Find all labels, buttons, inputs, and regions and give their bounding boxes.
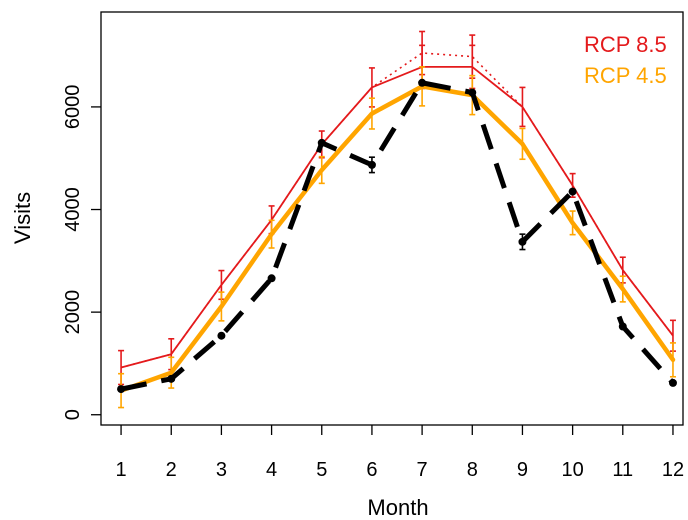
data-point — [518, 237, 527, 246]
y-tick-label: 6000 — [62, 85, 84, 130]
legend: RCP 8.5 RCP 4.5 — [584, 32, 667, 88]
y-tick-label: 0 — [62, 409, 84, 420]
x-tick-label: 10 — [561, 459, 583, 481]
x-tick-label: 2 — [166, 459, 177, 481]
data-point — [217, 331, 226, 340]
data-point — [367, 160, 376, 169]
y-tick-label: 2000 — [62, 290, 84, 335]
series-4 — [117, 78, 677, 394]
x-tick-label: 6 — [366, 459, 377, 481]
legend-entry-rcp45: RCP 4.5 — [584, 63, 667, 88]
data-point — [668, 378, 677, 387]
x-tick-label: 1 — [116, 459, 127, 481]
legend-entry-rcp85: RCP 8.5 — [584, 32, 667, 57]
plot-frame — [100, 11, 684, 426]
data-point — [468, 88, 477, 97]
data-point — [568, 187, 577, 196]
series-line — [120, 80, 675, 392]
x-tick-label: 11 — [612, 459, 633, 481]
x-tick-label: 12 — [662, 459, 684, 481]
x-tick-label: 8 — [467, 459, 478, 481]
y-tick-label: 4000 — [62, 187, 84, 232]
data-point — [317, 138, 326, 147]
x-tick-label: 7 — [417, 459, 428, 481]
x-tick-label: 5 — [316, 459, 327, 481]
data-point — [618, 322, 627, 331]
x-tick-label: 4 — [266, 459, 277, 481]
x-tick-label: 9 — [517, 459, 528, 481]
data-point — [418, 78, 427, 87]
x-axis-label: Month — [367, 495, 428, 520]
series-line — [120, 66, 674, 369]
data-point — [117, 385, 126, 394]
data-point — [267, 274, 276, 283]
data-point — [167, 374, 176, 383]
series-line — [118, 84, 676, 393]
series-3 — [118, 66, 676, 409]
y-axis-label: Visits — [10, 192, 35, 244]
x-tick-label: 3 — [216, 459, 227, 481]
